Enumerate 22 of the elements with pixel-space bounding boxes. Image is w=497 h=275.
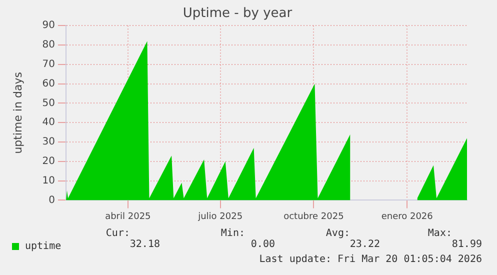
text: Min: 0.00 xyxy=(220,228,275,250)
y-tick-label: 60 xyxy=(42,78,55,90)
x-tick-label: julio 2025 xyxy=(197,212,243,222)
y-tick-label: 10 xyxy=(42,175,55,186)
text: Cur: 32.18 xyxy=(104,228,160,250)
chart-title: Uptime - by year xyxy=(182,6,293,22)
y-tick-label: 30 xyxy=(42,136,55,148)
y-tick-label: 80 xyxy=(42,40,55,51)
x-tick-label: octubre 2025 xyxy=(284,212,344,222)
legend-label: uptime xyxy=(25,241,62,252)
text: Avg: 23.22 xyxy=(324,228,380,250)
x-tick-label: enero 2026 xyxy=(381,212,434,222)
y-tick-label: 50 xyxy=(42,98,55,109)
text: Max: 81.99 xyxy=(426,228,482,250)
y-tick-label: 40 xyxy=(42,117,55,128)
y-tick-label: 90 xyxy=(42,20,55,32)
text: Last update: Fri Mar 20 01:05:04 2026 xyxy=(258,254,482,265)
y-axis-title: uptime in days xyxy=(11,72,24,154)
y-tick-label: 0 xyxy=(48,194,55,206)
x-tick-label: abril 2025 xyxy=(105,212,151,222)
y-tick-label: 70 xyxy=(42,58,55,70)
y-tick-label: 20 xyxy=(42,156,55,167)
